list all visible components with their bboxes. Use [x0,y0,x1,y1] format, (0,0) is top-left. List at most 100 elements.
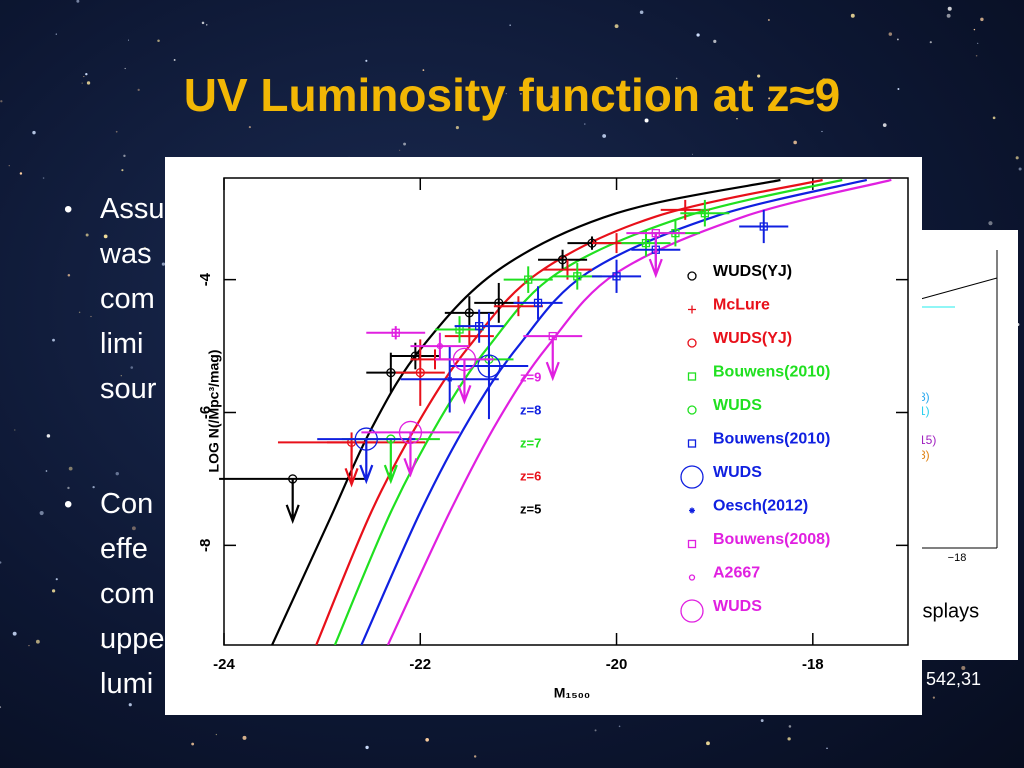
data-point [475,321,484,331]
upper-limit-arrow [383,439,398,485]
data-point [573,272,582,281]
star [0,100,3,103]
legend-marker [687,271,697,281]
star [850,13,855,18]
star [975,54,978,57]
curve-label: z=6 [520,468,541,483]
legend-marker [688,305,696,314]
star [52,338,55,342]
star [81,82,83,84]
x-tick-label: -22 [409,656,431,673]
data-point [465,332,474,341]
star [45,470,48,472]
upper-limit-arrow [457,359,472,405]
data-point [700,209,710,218]
star [961,665,966,671]
legend-label: WUDS(YJ) [713,263,792,280]
legend-marker [687,439,697,448]
bullet-line: was [100,238,152,270]
y-axis-label: LOG N(/Mpc³/mag) [206,350,222,473]
star [826,747,828,750]
x-tick-label: -20 [606,656,628,673]
star [520,92,522,95]
data-point [612,272,621,281]
legend-label: Bouwens(2008) [713,531,830,548]
star [736,118,738,120]
bullet-marker: • [64,491,73,518]
star [505,93,507,95]
star [399,149,401,151]
y-tick-label: -8 [197,539,214,552]
data-point [557,255,568,265]
star [35,639,40,644]
star [103,234,108,239]
star [161,262,166,266]
star [696,33,700,37]
star [760,719,764,723]
star [55,578,58,581]
star [42,177,45,179]
data-point [354,427,378,451]
star [76,0,80,3]
curve-label: z=5 [520,501,541,516]
star [173,59,176,61]
star [124,67,126,70]
caption: isplays [918,600,979,622]
star [0,561,2,564]
bullet-line: limi [100,328,144,360]
star [157,39,160,43]
star [12,631,17,636]
legend-marker [687,405,697,415]
star [897,88,900,91]
star [639,10,644,15]
star [888,32,893,36]
star [19,172,23,175]
legend-marker [687,338,697,348]
star [403,142,407,146]
star [947,6,952,11]
data-point [533,298,543,308]
curve-label: z=8 [520,402,541,417]
star [509,24,511,26]
star [127,39,129,41]
star [946,13,951,18]
star [550,95,554,99]
data-point [288,474,298,484]
star [1015,156,1019,160]
star [55,33,57,35]
star [882,123,887,128]
star [46,434,51,438]
star [39,510,44,516]
upper-limit-arrow [359,439,374,485]
star [0,706,2,709]
data-point [446,376,453,383]
upper-limit-arrow [344,442,359,488]
star [455,126,459,130]
background-plot: 8) 1) 15) 8) −18 isplays [916,250,998,622]
tick-label: −18 [948,552,967,564]
legend-label: Bouwens(2010) [713,364,830,381]
star [68,466,73,471]
data-point [464,308,474,318]
star [191,742,195,746]
data-point [612,239,621,248]
model-curve [333,178,843,645]
star [14,429,16,431]
star [767,19,770,21]
upper-limit-arrow [403,432,418,478]
label: 15) [919,433,936,447]
label: 8) [919,390,930,404]
star [8,165,10,167]
footnote: 542,31 [926,669,982,689]
star [51,589,56,593]
model-curve [271,178,781,645]
data-point [398,420,423,445]
legend-marker [680,599,704,623]
plot-area [271,178,892,645]
star [78,311,81,314]
star [980,17,984,22]
star [788,725,792,728]
star [365,745,369,750]
legend-label: A2667 [713,565,760,582]
